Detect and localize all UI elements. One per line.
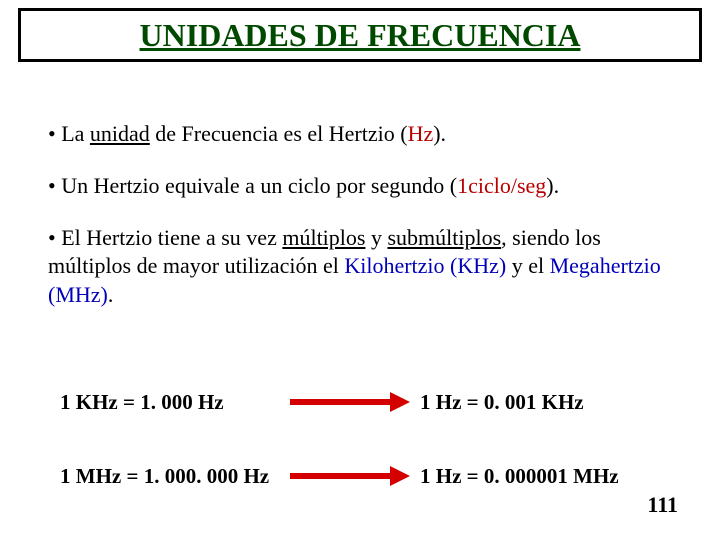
b3-b: y (365, 225, 387, 250)
b1-mid: de Frecuencia es el Hertzio ( (150, 121, 408, 146)
b1-hz: Hz (408, 121, 434, 146)
conv-left-2: 1 MHz = 1. 000. 000 Hz (60, 464, 290, 489)
b3-d: y el (506, 253, 549, 278)
arrow-head (390, 392, 410, 412)
b3-e: . (108, 282, 114, 307)
arrow-1 (290, 392, 410, 412)
bullet-2: • Un Hertzio equivale a un ciclo por seg… (48, 172, 678, 200)
slide-title: UNIDADES DE FRECUENCIA (140, 17, 581, 54)
conversion-area: 1 KHz = 1. 000 Hz 1 Hz = 0. 001 KHz 1 MH… (60, 380, 670, 528)
bullet-dot: • (48, 121, 61, 146)
arrow-2 (290, 466, 410, 486)
b1-pre: La (61, 121, 90, 146)
b3-submult: submúltiplos (387, 225, 501, 250)
conversion-row-2: 1 MHz = 1. 000. 000 Hz 1 Hz = 0. 000001 … (60, 454, 670, 502)
arrow-shaft (290, 399, 396, 405)
bullet-dot: • (48, 225, 61, 250)
title-box: UNIDADES DE FRECUENCIA (18, 8, 702, 62)
b1-unidad: unidad (90, 121, 150, 146)
b3-mult: múltiplos (282, 225, 365, 250)
page-number: 111 (647, 492, 678, 518)
b3-a: El Hertzio tiene a su vez (61, 225, 282, 250)
b2-post: ). (546, 173, 559, 198)
b2-red: 1ciclo/seg (457, 173, 546, 198)
b2-pre: Un Hertzio equivale a un ciclo por segun… (61, 173, 457, 198)
bullet-list: • La unidad de Frecuencia es el Hertzio … (48, 120, 678, 333)
arrow-shaft (290, 473, 396, 479)
slide: UNIDADES DE FRECUENCIA • La unidad de Fr… (0, 0, 720, 540)
bullet-dot: • (48, 173, 61, 198)
conversion-row-1: 1 KHz = 1. 000 Hz 1 Hz = 0. 001 KHz (60, 380, 670, 428)
conv-right-2: 1 Hz = 0. 000001 MHz (420, 464, 680, 489)
conv-left-1: 1 KHz = 1. 000 Hz (60, 390, 290, 415)
b3-khz: Kilohertzio (KHz) (344, 253, 506, 278)
arrow-head (390, 466, 410, 486)
conv-right-1: 1 Hz = 0. 001 KHz (420, 390, 680, 415)
b1-post: ). (433, 121, 446, 146)
bullet-3: • El Hertzio tiene a su vez múltiplos y … (48, 224, 678, 308)
bullet-1: • La unidad de Frecuencia es el Hertzio … (48, 120, 678, 148)
